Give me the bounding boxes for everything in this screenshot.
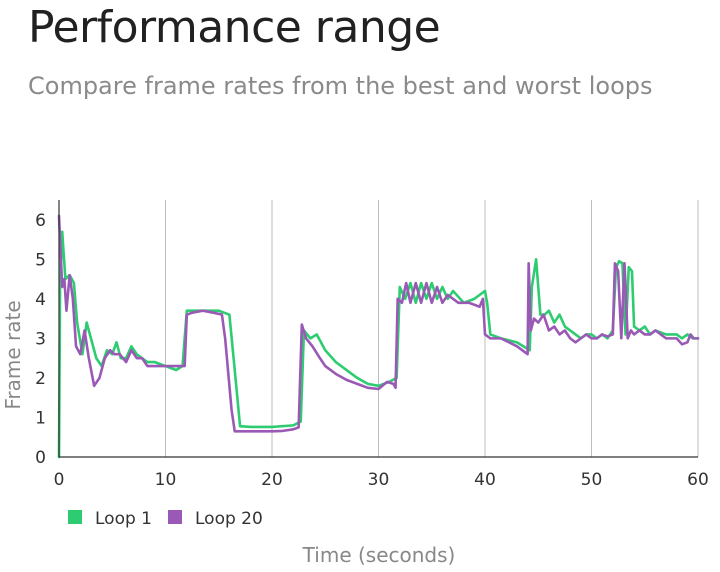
x-tick-label: 30	[368, 470, 390, 490]
y-tick-label: 6	[35, 211, 46, 231]
y-tick-labels: 0 1 2 3 4 5 6	[35, 211, 46, 468]
y-tick-label: 2	[35, 369, 46, 389]
series-line-2	[57, 214, 700, 433]
legend-label-2: Loop 20	[195, 509, 263, 529]
y-tick-label: 0	[35, 448, 46, 468]
x-tick-label: 40	[474, 470, 496, 490]
x-tick-label: 10	[155, 470, 177, 490]
x-tick-label: 0	[54, 470, 65, 490]
x-axis-title: Time (seconds)	[302, 543, 456, 567]
x-tick-label: 60	[687, 470, 709, 490]
legend-swatch-1	[68, 510, 82, 524]
x-tick-label: 50	[581, 470, 603, 490]
legend-label-1: Loop 1	[95, 509, 152, 529]
y-axis-title: Frame rate	[1, 300, 25, 409]
y-tick-label: 5	[35, 250, 46, 270]
legend-swatch-2	[168, 510, 182, 524]
grid-lines	[165, 200, 699, 457]
legend: Loop 1 Loop 20	[68, 509, 263, 529]
chart-subtitle: Compare frame rates from the best and wo…	[28, 72, 653, 100]
y-tick-label: 3	[35, 329, 46, 349]
axes	[58, 200, 698, 458]
chart-title: Performance range	[28, 2, 441, 53]
x-tick-label: 20	[261, 470, 283, 490]
y-tick-label: 4	[35, 290, 46, 310]
x-tick-labels: 0 10 20 30 40 50 60	[54, 470, 709, 490]
y-tick-label: 1	[35, 408, 46, 428]
series-layer	[57, 214, 700, 459]
